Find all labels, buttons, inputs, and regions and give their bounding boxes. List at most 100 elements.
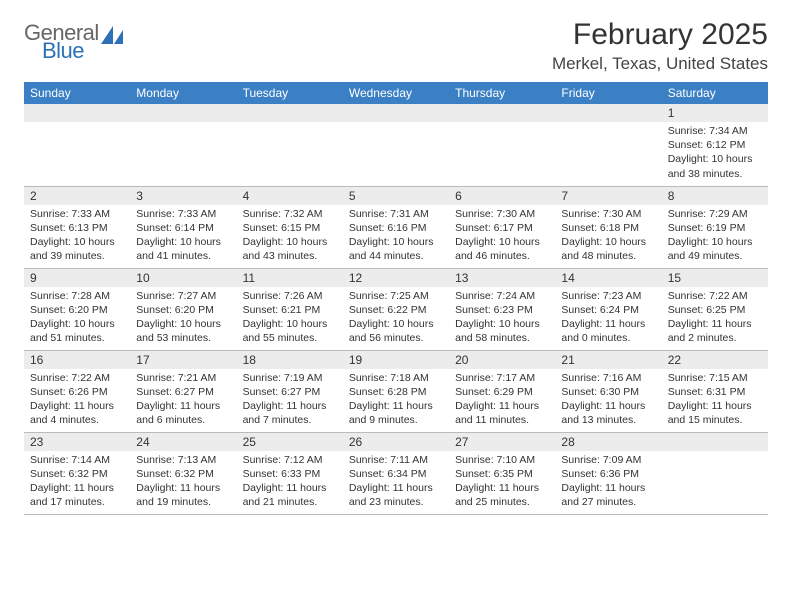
day-detail: Sunrise: 7:11 AMSunset: 6:34 PMDaylight:… [343,451,449,514]
calendar-cell [449,104,555,186]
calendar-cell: 20Sunrise: 7:17 AMSunset: 6:29 PMDayligh… [449,350,555,432]
day-number: 17 [130,351,236,369]
calendar-cell: 18Sunrise: 7:19 AMSunset: 6:27 PMDayligh… [237,350,343,432]
day-number: 21 [555,351,661,369]
calendar-cell: 6Sunrise: 7:30 AMSunset: 6:17 PMDaylight… [449,186,555,268]
calendar-cell: 4Sunrise: 7:32 AMSunset: 6:15 PMDaylight… [237,186,343,268]
calendar-cell: 26Sunrise: 7:11 AMSunset: 6:34 PMDayligh… [343,432,449,514]
day-number: 18 [237,351,343,369]
day-detail: Sunrise: 7:27 AMSunset: 6:20 PMDaylight:… [130,287,236,350]
day-number: 26 [343,433,449,451]
location: Merkel, Texas, United States [552,54,768,74]
day-number: 22 [662,351,768,369]
day-number: 11 [237,269,343,287]
day-detail: Sunrise: 7:34 AMSunset: 6:12 PMDaylight:… [662,122,768,185]
day-detail: Sunrise: 7:32 AMSunset: 6:15 PMDaylight:… [237,205,343,268]
day-detail: Sunrise: 7:22 AMSunset: 6:26 PMDaylight:… [24,369,130,432]
day-number: 25 [237,433,343,451]
title-block: February 2025 Merkel, Texas, United Stat… [552,18,768,74]
calendar-week: 1Sunrise: 7:34 AMSunset: 6:12 PMDaylight… [24,104,768,186]
day-number: 20 [449,351,555,369]
calendar-week: 2Sunrise: 7:33 AMSunset: 6:13 PMDaylight… [24,186,768,268]
calendar-cell: 2Sunrise: 7:33 AMSunset: 6:13 PMDaylight… [24,186,130,268]
day-detail: Sunrise: 7:21 AMSunset: 6:27 PMDaylight:… [130,369,236,432]
day-number: 4 [237,187,343,205]
calendar-cell: 3Sunrise: 7:33 AMSunset: 6:14 PMDaylight… [130,186,236,268]
day-detail: Sunrise: 7:13 AMSunset: 6:32 PMDaylight:… [130,451,236,514]
calendar-cell: 16Sunrise: 7:22 AMSunset: 6:26 PMDayligh… [24,350,130,432]
calendar-cell: 24Sunrise: 7:13 AMSunset: 6:32 PMDayligh… [130,432,236,514]
day-number: 16 [24,351,130,369]
calendar-page: General Blue February 2025 Merkel, Texas… [0,0,792,533]
day-header: Sunday [24,82,130,104]
logo: General Blue [24,18,123,62]
day-detail: Sunrise: 7:30 AMSunset: 6:18 PMDaylight:… [555,205,661,268]
day-detail [555,122,661,172]
day-number: 15 [662,269,768,287]
calendar-cell: 8Sunrise: 7:29 AMSunset: 6:19 PMDaylight… [662,186,768,268]
day-number: 28 [555,433,661,451]
day-number: 10 [130,269,236,287]
day-number [24,104,130,122]
day-detail: Sunrise: 7:25 AMSunset: 6:22 PMDaylight:… [343,287,449,350]
day-number: 2 [24,187,130,205]
day-detail: Sunrise: 7:16 AMSunset: 6:30 PMDaylight:… [555,369,661,432]
day-number: 1 [662,104,768,122]
day-detail: Sunrise: 7:15 AMSunset: 6:31 PMDaylight:… [662,369,768,432]
day-number: 7 [555,187,661,205]
calendar-cell: 19Sunrise: 7:18 AMSunset: 6:28 PMDayligh… [343,350,449,432]
day-detail: Sunrise: 7:33 AMSunset: 6:13 PMDaylight:… [24,205,130,268]
calendar-cell: 14Sunrise: 7:23 AMSunset: 6:24 PMDayligh… [555,268,661,350]
day-detail: Sunrise: 7:30 AMSunset: 6:17 PMDaylight:… [449,205,555,268]
day-detail: Sunrise: 7:17 AMSunset: 6:29 PMDaylight:… [449,369,555,432]
day-detail: Sunrise: 7:33 AMSunset: 6:14 PMDaylight:… [130,205,236,268]
day-detail [343,122,449,172]
day-detail [662,451,768,501]
calendar-week: 23Sunrise: 7:14 AMSunset: 6:32 PMDayligh… [24,432,768,514]
calendar-cell: 7Sunrise: 7:30 AMSunset: 6:18 PMDaylight… [555,186,661,268]
day-number: 9 [24,269,130,287]
page-header: General Blue February 2025 Merkel, Texas… [24,18,768,74]
day-detail: Sunrise: 7:09 AMSunset: 6:36 PMDaylight:… [555,451,661,514]
calendar-cell [130,104,236,186]
day-detail: Sunrise: 7:22 AMSunset: 6:25 PMDaylight:… [662,287,768,350]
calendar-cell: 27Sunrise: 7:10 AMSunset: 6:35 PMDayligh… [449,432,555,514]
day-detail: Sunrise: 7:19 AMSunset: 6:27 PMDaylight:… [237,369,343,432]
day-number: 5 [343,187,449,205]
day-detail [237,122,343,172]
day-number [555,104,661,122]
day-detail: Sunrise: 7:10 AMSunset: 6:35 PMDaylight:… [449,451,555,514]
day-number: 12 [343,269,449,287]
calendar-cell: 22Sunrise: 7:15 AMSunset: 6:31 PMDayligh… [662,350,768,432]
calendar-cell: 17Sunrise: 7:21 AMSunset: 6:27 PMDayligh… [130,350,236,432]
calendar-cell: 5Sunrise: 7:31 AMSunset: 6:16 PMDaylight… [343,186,449,268]
day-header: Tuesday [237,82,343,104]
calendar-cell: 25Sunrise: 7:12 AMSunset: 6:33 PMDayligh… [237,432,343,514]
day-header: Monday [130,82,236,104]
day-detail: Sunrise: 7:31 AMSunset: 6:16 PMDaylight:… [343,205,449,268]
calendar-cell: 23Sunrise: 7:14 AMSunset: 6:32 PMDayligh… [24,432,130,514]
day-detail: Sunrise: 7:24 AMSunset: 6:23 PMDaylight:… [449,287,555,350]
day-detail: Sunrise: 7:29 AMSunset: 6:19 PMDaylight:… [662,205,768,268]
day-detail: Sunrise: 7:12 AMSunset: 6:33 PMDaylight:… [237,451,343,514]
sail-icon [101,26,123,44]
calendar-cell: 12Sunrise: 7:25 AMSunset: 6:22 PMDayligh… [343,268,449,350]
calendar-cell: 21Sunrise: 7:16 AMSunset: 6:30 PMDayligh… [555,350,661,432]
calendar-cell: 10Sunrise: 7:27 AMSunset: 6:20 PMDayligh… [130,268,236,350]
calendar-week: 9Sunrise: 7:28 AMSunset: 6:20 PMDaylight… [24,268,768,350]
day-header-row: Sunday Monday Tuesday Wednesday Thursday… [24,82,768,104]
day-number [449,104,555,122]
day-number: 27 [449,433,555,451]
calendar-cell: 13Sunrise: 7:24 AMSunset: 6:23 PMDayligh… [449,268,555,350]
calendar-cell [24,104,130,186]
day-number: 24 [130,433,236,451]
day-number: 13 [449,269,555,287]
day-number [237,104,343,122]
calendar-table: Sunday Monday Tuesday Wednesday Thursday… [24,82,768,515]
calendar-cell: 28Sunrise: 7:09 AMSunset: 6:36 PMDayligh… [555,432,661,514]
day-detail: Sunrise: 7:14 AMSunset: 6:32 PMDaylight:… [24,451,130,514]
day-number [130,104,236,122]
day-number: 14 [555,269,661,287]
day-number: 6 [449,187,555,205]
day-detail: Sunrise: 7:18 AMSunset: 6:28 PMDaylight:… [343,369,449,432]
